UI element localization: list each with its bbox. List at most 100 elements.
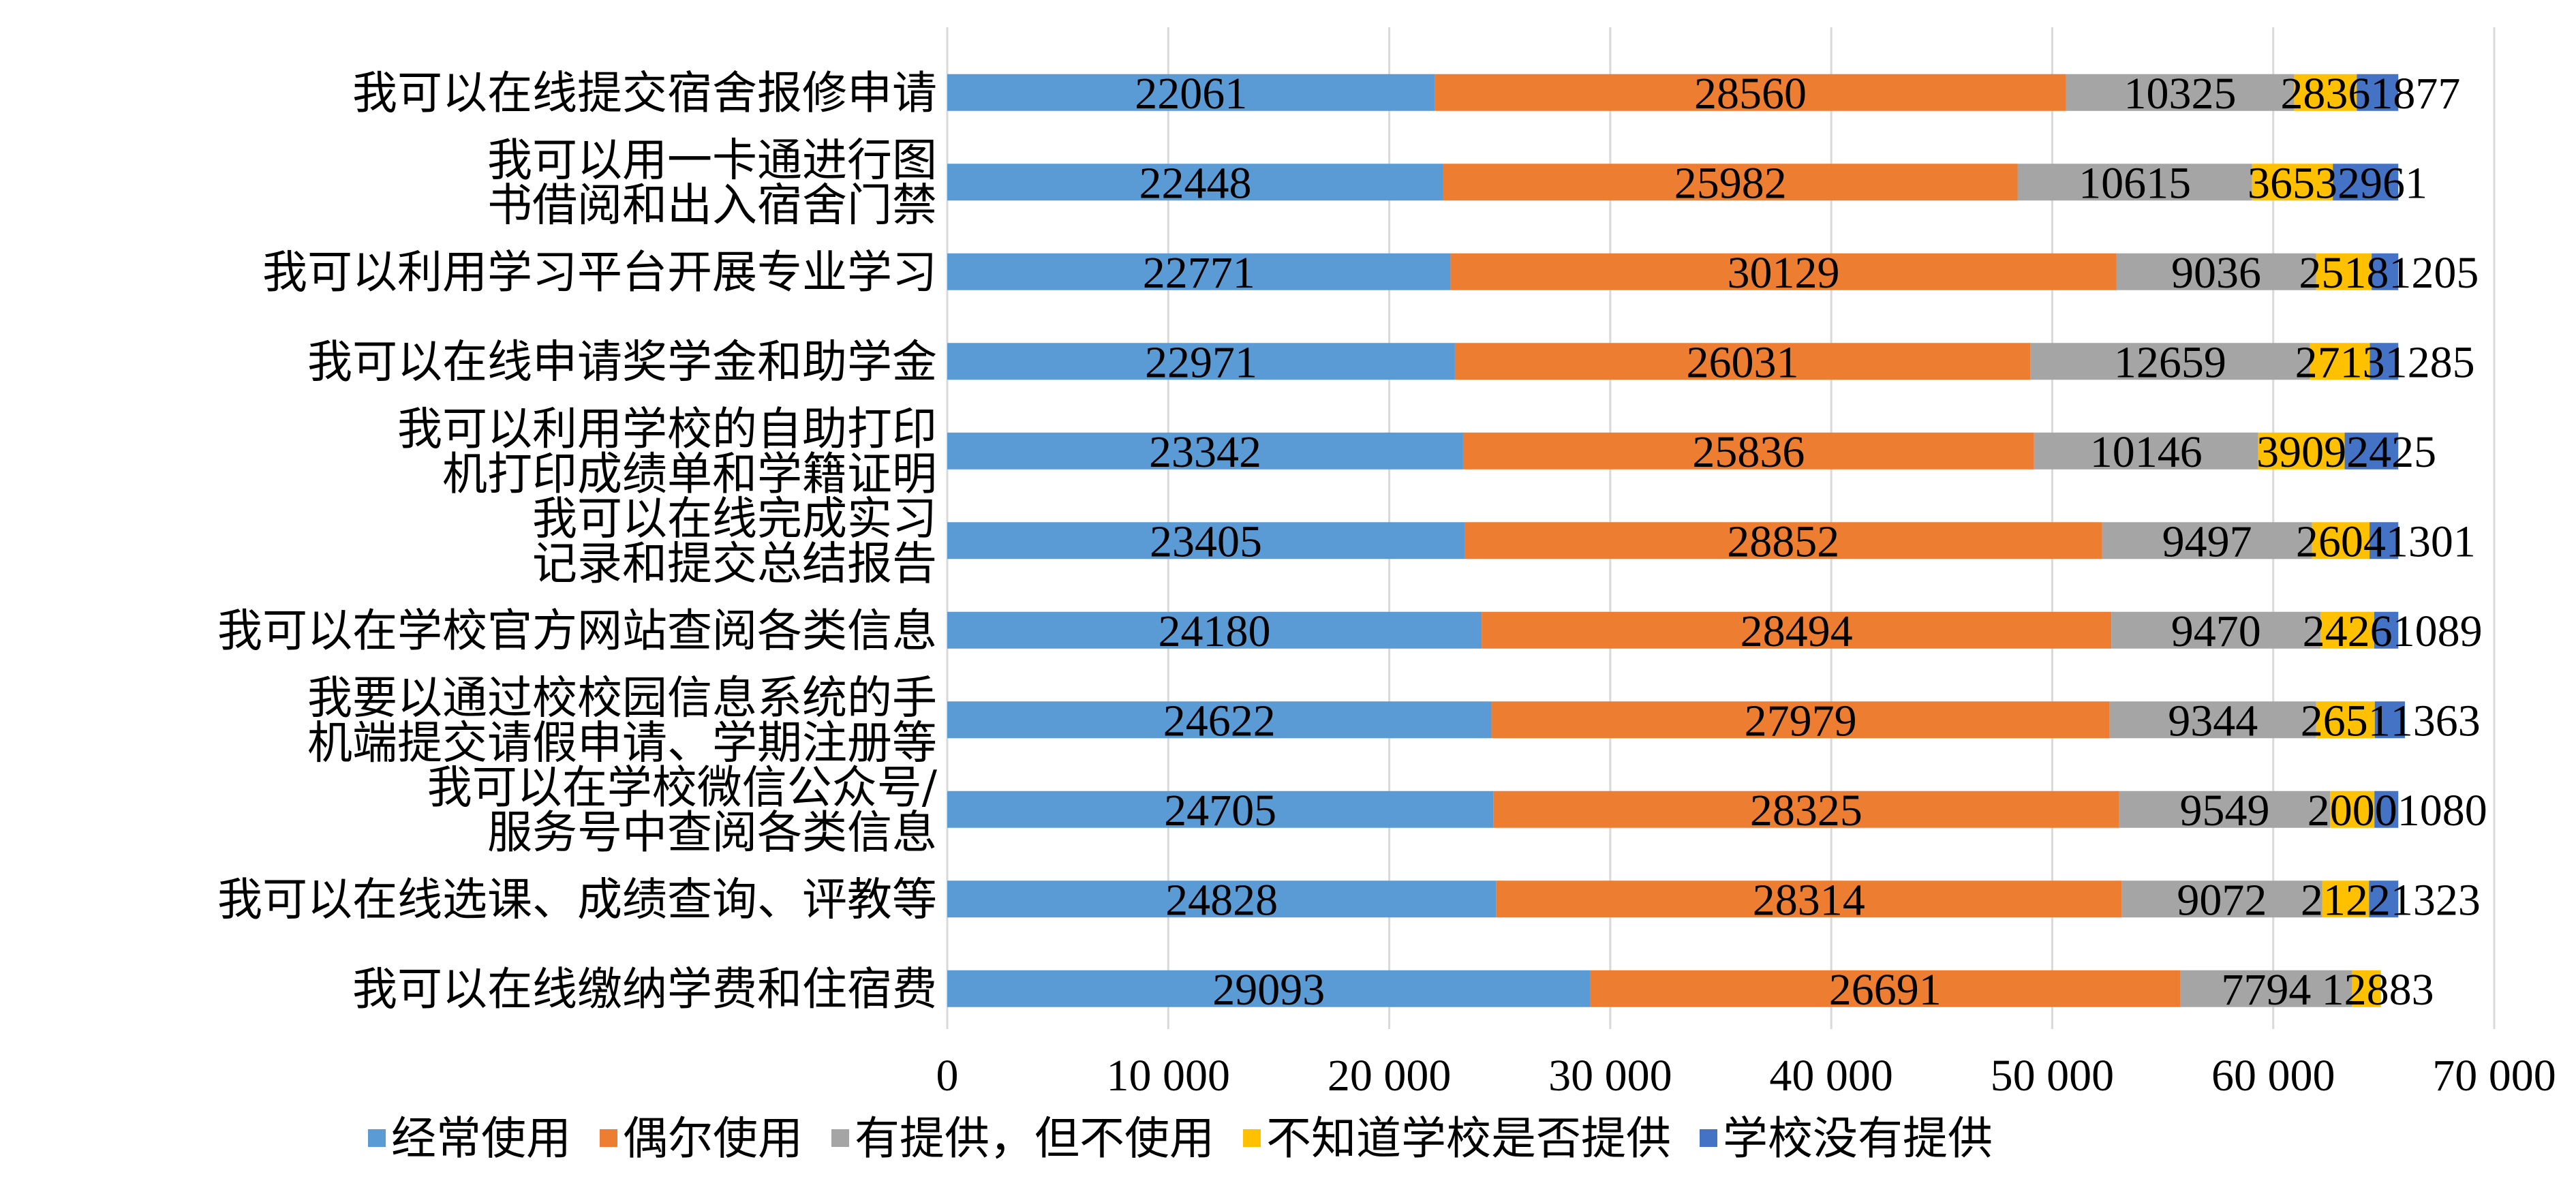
x-tick-label-7: 70 000 (2432, 1051, 2556, 1101)
bar-0-0 (947, 74, 1435, 111)
data-label-1-0: 22448 (1139, 158, 1251, 208)
bar-10-3 (2352, 970, 2381, 1007)
data-label-3-2: 12659 (2114, 337, 2226, 387)
bar-0-3 (2294, 74, 2357, 111)
x-tick-label-5: 50 000 (1991, 1051, 2115, 1101)
data-label-0-2: 10325 (2123, 69, 2236, 119)
bar-9-2 (2121, 880, 2322, 918)
x-tick-label-0: 0 (936, 1051, 959, 1101)
legend-label-2: 有提供，但不使用 (855, 1112, 1214, 1165)
data-label-2-0: 22771 (1143, 248, 1255, 298)
x-tick-label-6: 60 000 (2211, 1051, 2335, 1101)
data-label-3-3: 2713 (2295, 337, 2385, 387)
data-label-5-3: 2604 (2296, 517, 2386, 566)
data-label-8-4: 1080 (2397, 786, 2487, 835)
bar-6-4 (2374, 611, 2399, 649)
category-label-2-0: 我可以利用学习平台开展专业学习 (262, 246, 937, 298)
bar-1-1 (1443, 164, 2018, 201)
category-label-4-0: 我可以利用学校的自助打印 (397, 403, 937, 455)
bar-2-4 (2372, 253, 2399, 290)
bar-1-0 (947, 164, 1443, 201)
data-label-2-2: 9036 (2171, 248, 2261, 298)
bar-2-2 (2116, 253, 2316, 290)
category-label-7-1: 机端提交请假申请、学期注册等 (307, 716, 937, 769)
data-label-3-4: 1285 (2385, 337, 2475, 387)
data-label-8-0: 24705 (1164, 786, 1276, 835)
legend-label-1: 偶尔使用 (623, 1112, 803, 1165)
bar-5-2 (2102, 522, 2312, 559)
data-label-7-1: 27979 (1745, 696, 1857, 746)
bar-2-1 (1450, 253, 2117, 290)
legend-swatch-4 (1700, 1129, 1717, 1147)
data-label-0-4: 1877 (2370, 69, 2460, 119)
data-label-8-3: 2000 (2307, 786, 2397, 835)
data-label-6-1: 28494 (1741, 607, 1853, 656)
bar-6-2 (2111, 611, 2321, 649)
bar-6-3 (2320, 611, 2374, 649)
data-label-5-4: 1301 (2386, 517, 2476, 566)
data-label-1-4: 2961 (2337, 158, 2427, 208)
data-label-2-4: 1205 (2389, 248, 2479, 298)
bar-4-0 (947, 432, 1463, 470)
bar-5-1 (1464, 522, 2102, 559)
bar-4-4 (2344, 432, 2399, 470)
bar-4-1 (1462, 432, 2034, 470)
data-label-2-1: 30129 (1727, 248, 1839, 298)
category-label-3-0: 我可以在线申请奖学金和助学金 (307, 335, 937, 388)
category-label-1-0: 我可以用一卡通进行图 (487, 134, 937, 186)
bar-2-3 (2316, 253, 2372, 290)
data-label-10-0: 29093 (1212, 965, 1325, 1015)
legend: 经常使用 偶尔使用 有提供，但不使用 不知道学校是否提供 学校没有提供 (368, 1112, 1993, 1165)
legend-label-4: 学校没有提供 (1723, 1112, 1993, 1165)
data-label-10-1: 26691 (1829, 965, 1942, 1015)
data-label-10-3: 1288 (2322, 965, 2412, 1015)
data-label-5-1: 28852 (1727, 517, 1839, 566)
data-label-3-0: 22971 (1145, 337, 1257, 387)
bar-5-4 (2370, 522, 2399, 559)
bars (947, 74, 2405, 1007)
category-label-5-1: 记录和提交总结报告 (532, 537, 937, 589)
category-label-9-0: 我可以在线选课、成绩查询、评教等 (217, 873, 937, 925)
bar-5-0 (947, 522, 1465, 559)
data-label-4-4: 2425 (2346, 427, 2436, 477)
data-label-8-2: 9549 (2180, 786, 2270, 835)
bar-3-1 (1454, 343, 2031, 380)
data-label-9-1: 28314 (1753, 875, 1865, 925)
bar-4-2 (2034, 432, 2258, 470)
bar-2-0 (947, 253, 1451, 290)
legend-label-3: 不知道学校是否提供 (1266, 1112, 1671, 1165)
x-tick-label-2: 20 000 (1328, 1051, 1452, 1101)
legend-swatch-2 (831, 1129, 849, 1147)
bar-9-0 (947, 880, 1497, 918)
data-label-8-1: 28325 (1750, 786, 1862, 835)
x-tick-label-4: 40 000 (1769, 1051, 1893, 1101)
bar-10-0 (947, 970, 1591, 1007)
data-label-9-2: 9072 (2177, 875, 2267, 925)
data-label-7-3: 2651 (2301, 696, 2391, 746)
bar-6-1 (1482, 611, 2112, 649)
category-label-7-0: 我要以通过校校园信息系统的手 (307, 671, 937, 724)
data-label-6-0: 24180 (1159, 607, 1271, 656)
category-label-8-1: 服务号中查阅各类信息 (487, 806, 937, 859)
bar-3-4 (2370, 343, 2399, 380)
bar-0-4 (2357, 74, 2399, 111)
data-label-4-2: 10146 (2090, 427, 2203, 477)
bar-3-3 (2310, 343, 2370, 380)
data-label-5-0: 23405 (1150, 517, 1262, 566)
x-tick-label-1: 10 000 (1107, 1051, 1231, 1101)
bar-6-0 (947, 611, 1482, 649)
bar-10-1 (1590, 970, 2180, 1007)
data-label-10-4: 3 (2412, 965, 2434, 1015)
bar-3-2 (2030, 343, 2310, 380)
x-axis-tick-labels: 0 10 000 20 000 30 000 40 000 50 000 60 000 70 … (936, 1051, 2556, 1101)
bar-1-2 (2017, 164, 2252, 201)
data-label-4-3: 3909 (2256, 427, 2346, 477)
bar-9-1 (1496, 880, 2122, 918)
bar-4-3 (2258, 432, 2345, 470)
data-label-7-4: 1363 (2391, 696, 2481, 746)
category-label-1-1: 书借阅和出入宿舍门禁 (487, 179, 937, 231)
data-label-1-3: 3653 (2248, 158, 2337, 208)
category-label-6-0: 我可以在学校官方网站查阅各类信息 (217, 604, 937, 657)
bar-7-2 (2109, 701, 2316, 739)
